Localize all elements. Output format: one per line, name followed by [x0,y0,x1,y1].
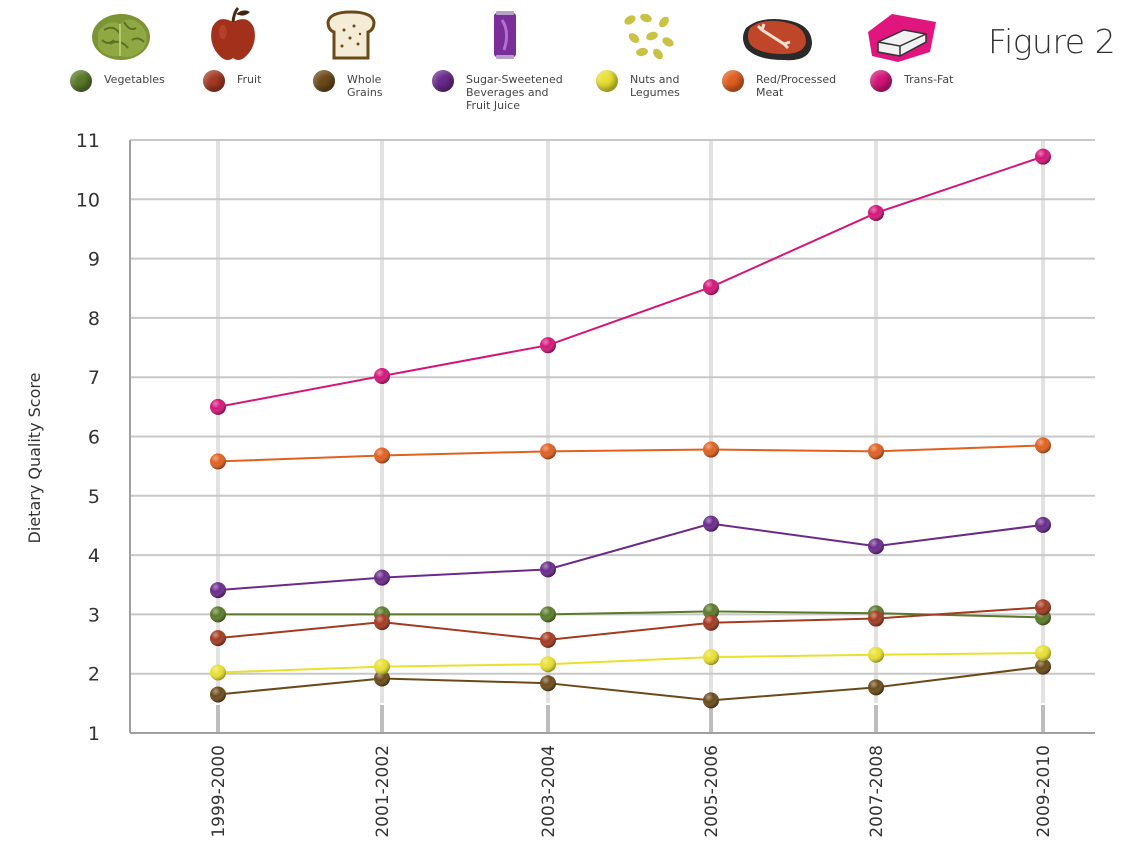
data-point-shading [868,443,884,460]
series [210,515,1051,599]
data-point-shading [1035,437,1051,454]
data-point-shading [868,679,884,696]
y-tick-label: 4 [88,545,100,567]
data-point-shading [540,656,556,673]
legend-label: Whole Grains [347,73,383,99]
data-point-shading [540,631,556,648]
data-point-shading [868,610,884,627]
bread-icon [326,10,376,60]
data-point-shading [703,614,719,631]
x-tick-label: 2007-2008 [867,745,887,838]
legend-label: Vegetables [104,73,165,86]
data-point-shading [868,646,884,663]
data-point-shading [703,649,719,666]
legend-marker [432,70,454,92]
y-tick-label: 8 [88,308,100,330]
y-tick-label: 3 [88,604,100,626]
data-point-shading [540,606,556,623]
data-point-shading [703,279,719,296]
series [210,437,1051,470]
legend-marker [870,70,892,92]
y-tick-label: 5 [88,486,100,508]
series [210,644,1051,681]
data-point-shading [540,337,556,354]
legend-label: Nuts and Legumes [630,73,680,99]
data-point-shading [1035,148,1051,165]
series-line [218,610,1044,619]
legend-label: Trans-Fat [904,73,954,86]
data-point-shading [540,561,556,578]
data-point-shading [210,398,226,415]
data-point-shading [374,670,390,687]
x-tick-label: 2009-2010 [1034,745,1054,838]
x-tick-label: 2005-2006 [702,745,722,838]
data-point-shading [868,538,884,555]
series [210,599,1051,648]
data-point-shading [703,692,719,709]
series-line [217,522,1044,592]
legend-marker [70,70,92,92]
data-point-shading [374,368,390,385]
butter-icon [868,14,936,62]
apple-icon [211,6,255,60]
data-point-shading [1035,644,1051,661]
data-point-shading [210,686,226,703]
y-tick-label: 1 [88,723,100,745]
y-tick-label: 7 [88,367,100,389]
data-point-shading [540,443,556,460]
data-point-shading [210,582,226,599]
legend-label: Fruit [237,73,262,86]
data-point-shading [210,630,226,647]
series-line [217,665,1044,702]
legend-label: Sugar-Sweetened Beverages and Fruit Juice [466,73,563,112]
data-point-shading [703,603,719,620]
data-point-shading [374,569,390,586]
x-tick-label: 1999-2000 [209,745,229,838]
data-point-shading [1035,658,1051,675]
legend-marker [596,70,618,92]
y-tick-label: 11 [76,130,100,152]
data-point-shading [374,658,390,675]
series [210,148,1051,415]
steak-icon [743,19,812,61]
y-tick-label: 6 [88,427,100,449]
series-line [217,606,1044,641]
series [210,658,1051,709]
data-point-shading [1035,516,1051,533]
x-tick-label: 2001-2002 [373,745,393,838]
series-line [217,444,1044,463]
data-point-shading [868,204,884,221]
data-point-shading [1035,599,1051,616]
data-point-shading [703,515,719,532]
y-tick-label: 9 [88,249,100,271]
y-tick-label: 2 [88,664,100,686]
series-line [217,651,1044,674]
data-point-shading [374,614,390,631]
legend-label: Red/Processed Meat [756,73,837,99]
data-point-shading [703,441,719,458]
lettuce-icon [92,14,150,60]
data-point-shading [210,606,226,623]
data-point-shading [374,447,390,464]
x-tick-label: 2003-2004 [539,745,559,838]
y-tick-label: 10 [76,189,100,211]
legend-marker [313,70,335,92]
soda-can-icon [494,11,516,59]
beans-icon [624,13,674,60]
data-point-shading [210,664,226,681]
legend-marker [203,70,225,92]
data-point-shading [540,675,556,692]
legend-marker [722,70,744,92]
y-axis-label: Dietary Quality Score [25,373,44,544]
figure-title: Figure 2 [988,22,1116,61]
series-line [217,155,1044,408]
data-point-shading [210,453,226,470]
